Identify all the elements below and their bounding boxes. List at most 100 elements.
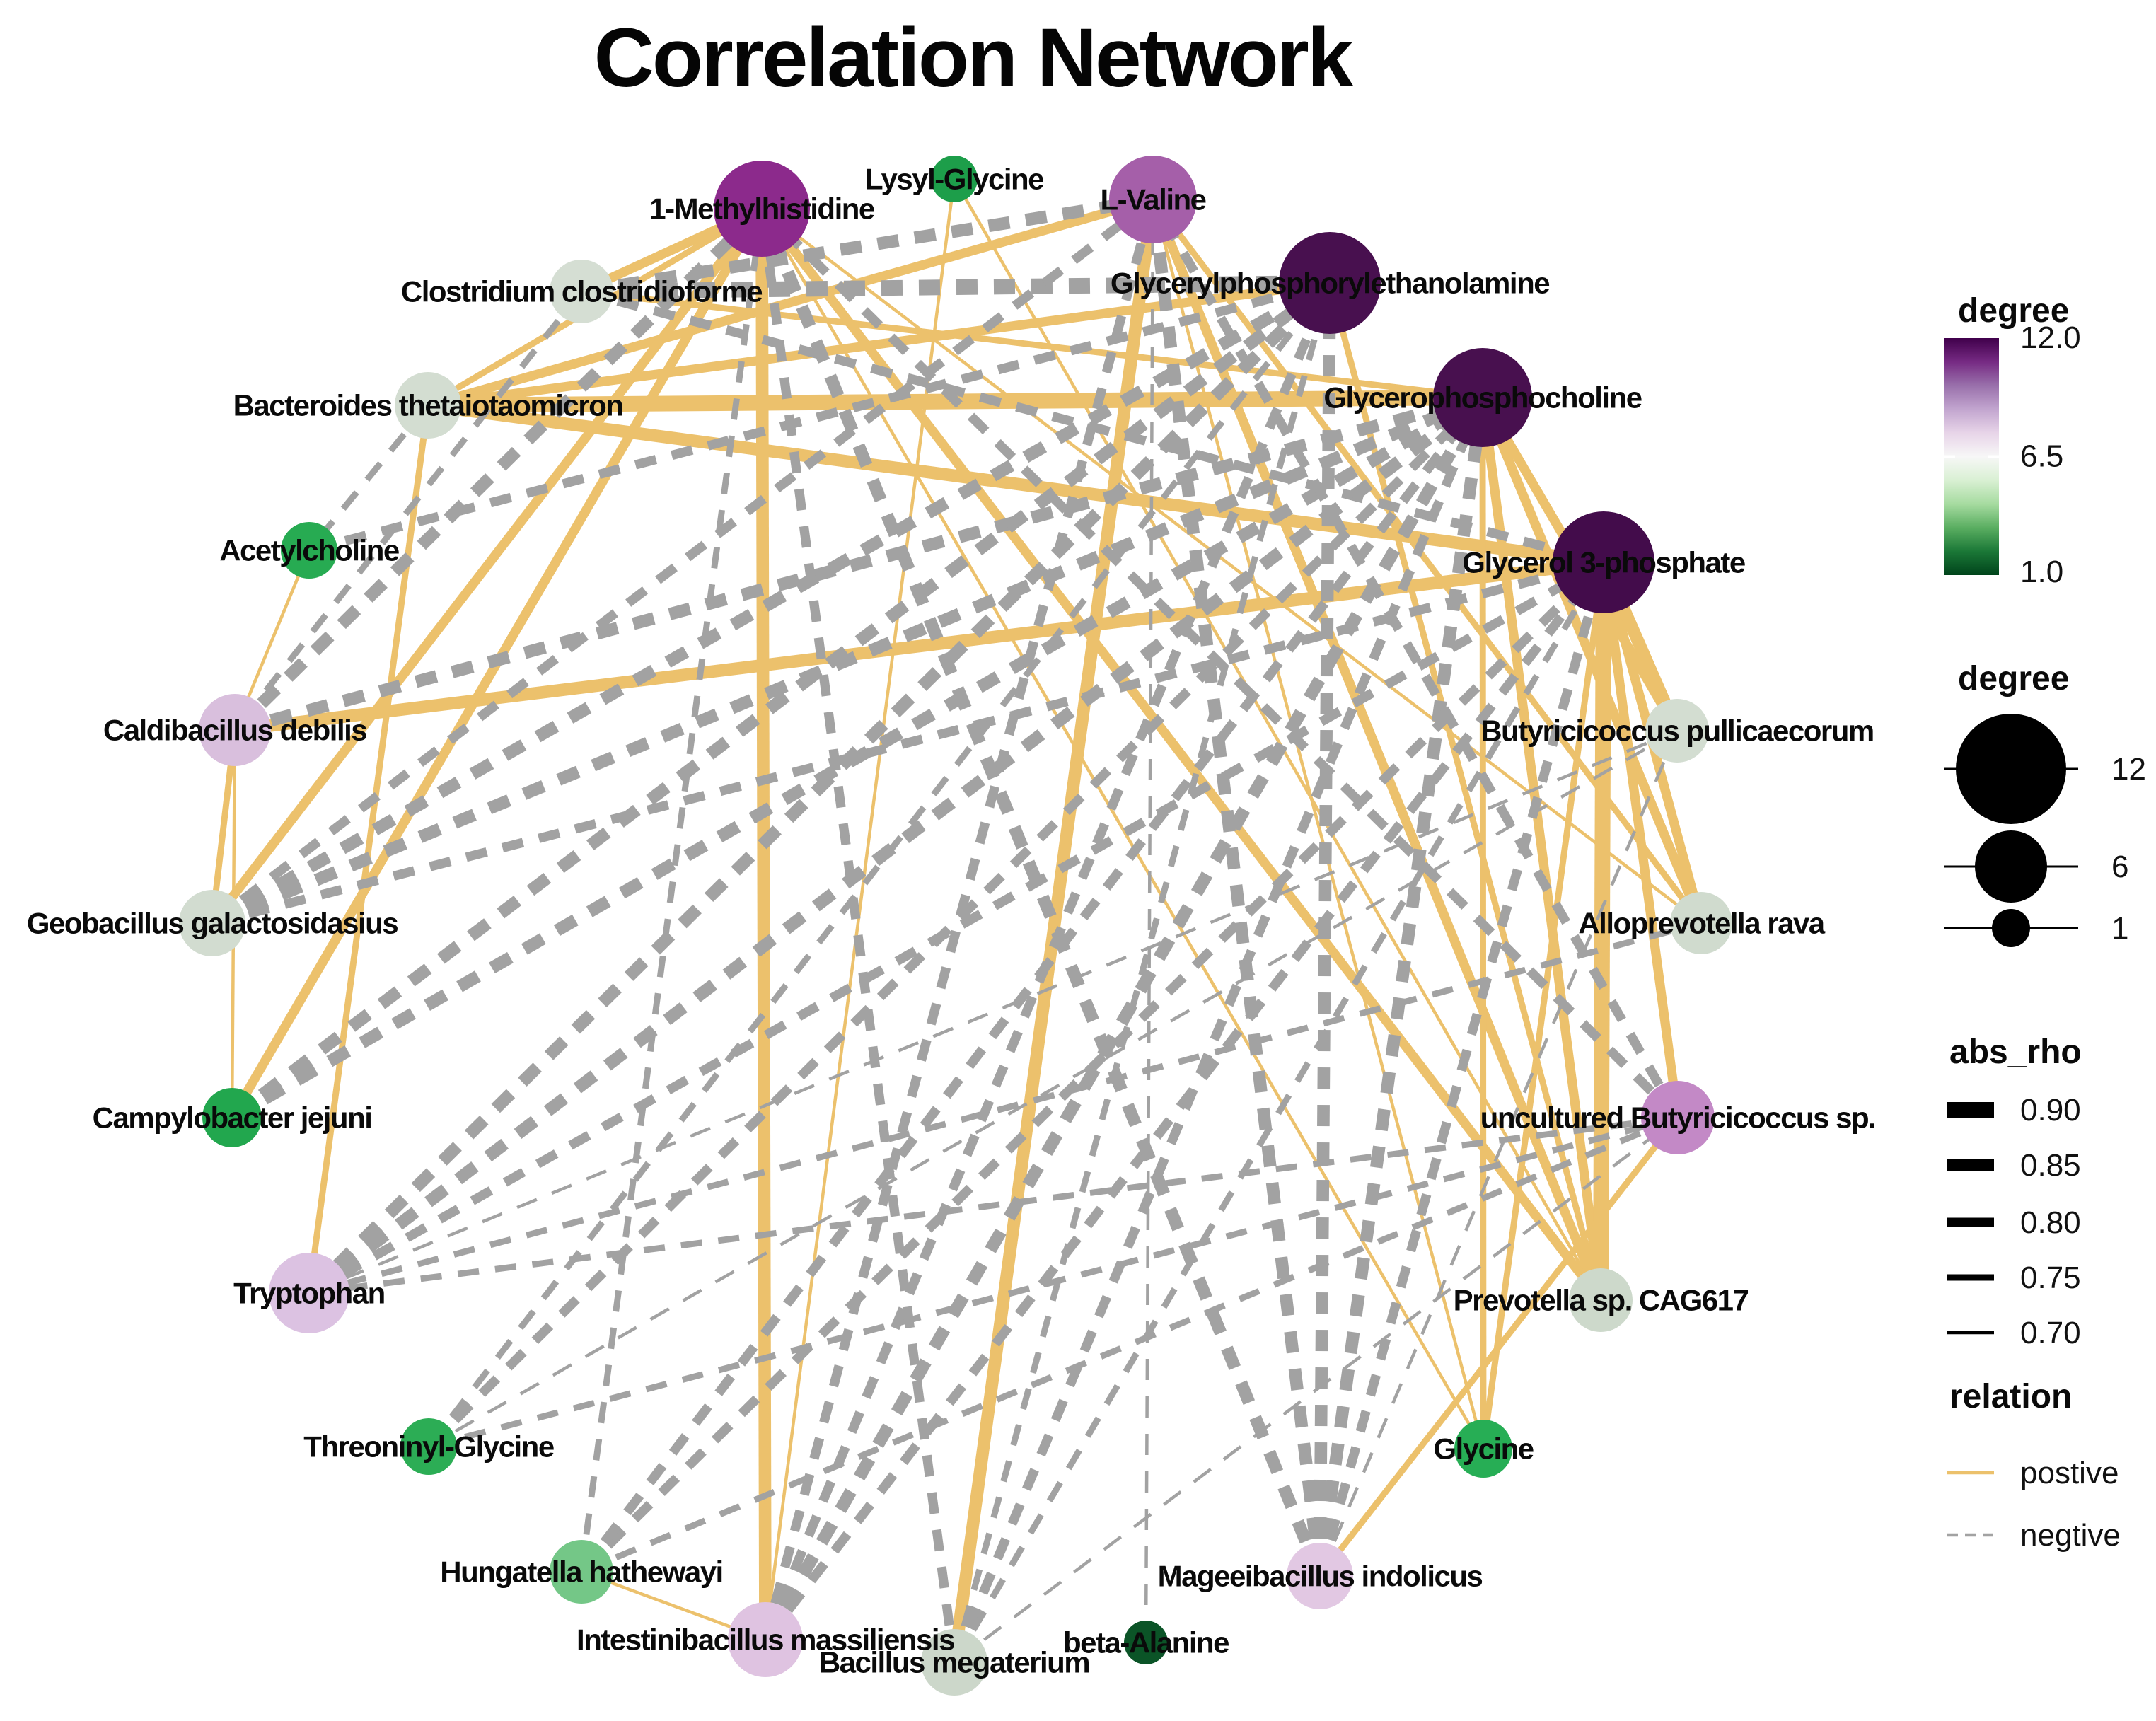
edge-n15-n3-negative: [760, 198, 1158, 1641]
node-label-n21: Caldibacillus debilis: [103, 714, 366, 747]
edge-n9-n1-negative: [758, 205, 1681, 1121]
negative-edges-layer: [209, 193, 1703, 1664]
edge-n20-n5-negative: [209, 391, 1485, 929]
edge-n12-n3-negative: [1147, 198, 1326, 1577]
edge-n24-n4-negative: [581, 275, 1331, 299]
abs-rho-label-0.70: 0.70: [2020, 1316, 2081, 1350]
edge-n21-n1-negative: [230, 204, 767, 735]
node-label-n5: Glycerophosphocholine: [1323, 381, 1641, 415]
edge-n12-n7-negative: [1318, 730, 1679, 1577]
edge-n1-n15-positive: [755, 208, 772, 1640]
edge-n22-n4-negative: [308, 278, 1331, 555]
node-label-n13: beta-Alanine: [1063, 1626, 1229, 1659]
edge-n20-n1-positive: [208, 205, 766, 927]
node-label-n9: uncultured Butyricicoccus sp.: [1480, 1101, 1876, 1135]
edge-n20-n6-negative: [211, 557, 1605, 928]
edge-n15-n5-negative: [760, 394, 1488, 1643]
edge-n2-n10-positive: [953, 178, 1602, 1302]
edge-n20-n4-negative: [209, 277, 1333, 929]
edge-n7-n17-negative: [427, 729, 1679, 1448]
degree-colorbar-tick-1: 6.5: [2020, 439, 2063, 474]
node-n8: [1670, 892, 1732, 954]
node-label-n19: Campylobacter jejuni: [93, 1101, 372, 1135]
edge-n12-n6-negative: [1315, 561, 1609, 1577]
edge-n8-n3-positive: [1150, 197, 1704, 925]
edge-n16-n1-negative: [578, 208, 765, 1572]
abs-rho-key-0.90: [1947, 1102, 1994, 1118]
node-label-n2: Lysyl-Glycine: [865, 163, 1043, 196]
edge-n20-n3-negative: [209, 195, 1157, 927]
edge-n17-n5-negative: [425, 394, 1486, 1450]
edge-n11-n1-positive: [760, 207, 1485, 1450]
edge-n14-n1-negative: [757, 208, 959, 1663]
node-n24: [550, 260, 613, 323]
node-label-n11: Glycine: [1433, 1432, 1533, 1466]
legend-relation-title: relation: [1949, 1378, 2072, 1415]
abs-rho-key-0.70: [1947, 1331, 1994, 1335]
edge-n18-n7-negative: [308, 729, 1678, 1295]
legend-degree-color-title: degree: [1958, 292, 2069, 330]
edge-n19-n4-negative: [228, 277, 1334, 1123]
node-n15: [728, 1602, 803, 1677]
edge-n11-n6-positive: [1480, 562, 1607, 1449]
edge-n16-n6-negative: [578, 559, 1607, 1575]
node-n19: [202, 1088, 262, 1147]
edge-n8-n1-positive: [760, 207, 1703, 925]
abs-rho-label-0.85: 0.85: [2020, 1148, 2081, 1183]
node-label-n18: Tryptophan: [233, 1277, 385, 1310]
node-label-n14: Bacillus megaterium: [819, 1646, 1089, 1679]
edge-n24-n21-negative: [232, 289, 584, 732]
relation-label-negtive: negtive: [2020, 1518, 2121, 1553]
edge-n21-n5-negative: [233, 391, 1485, 736]
node-n21: [199, 694, 271, 766]
node-label-n3: L-Valine: [1100, 183, 1205, 216]
node-label-n6: Glycerol 3-phosphate: [1462, 546, 1745, 579]
abs-rho-label-0.75: 0.75: [2020, 1261, 2081, 1295]
legend-degree-size: 12 6 1: [1944, 714, 2146, 947]
node-n1: [714, 161, 810, 257]
node-label-n20: Geobacillus galactosidasius: [27, 907, 398, 940]
edge-n18-n6-negative: [306, 558, 1606, 1297]
edge-n18-n4-negative: [304, 278, 1335, 1298]
abs-rho-label-0.80: 0.80: [2020, 1205, 2081, 1240]
edge-n23-n18-positive: [306, 405, 431, 1294]
node-n20: [179, 890, 245, 956]
node-label-n4: Glycerylphosphorylethanolamine: [1111, 267, 1549, 300]
node-n6: [1553, 511, 1654, 613]
legend: degree 12.0 6.5 1.0 degree 12 6 1 abs_rho 0.…: [1944, 292, 2146, 1553]
legend-degree-colorbar: 12.0 6.5 1.0: [1944, 320, 2081, 589]
degree-size-key-6: [1975, 830, 2047, 903]
degree-colorbar-tick-0: 12.0: [2020, 320, 2081, 355]
abs-rho-key-0.80: [1947, 1217, 1994, 1227]
node-n9: [1641, 1081, 1715, 1154]
nodes-layer: [179, 156, 1732, 1696]
edge-n14-n4-negative: [951, 282, 1333, 1664]
edge-n18-n5-negative: [305, 392, 1487, 1299]
node-n4: [1279, 232, 1381, 334]
degree-size-label-1: 1: [2111, 911, 2128, 946]
node-label-n8: Alloprevotella rava: [1578, 907, 1825, 940]
edge-n18-n9-negative: [308, 1114, 1679, 1297]
edge-n23-n22-negative: [306, 403, 431, 552]
node-n12: [1287, 1543, 1353, 1609]
legend-abs-rho-title: abs_rho: [1949, 1033, 2082, 1071]
edge-n24-n5-positive: [581, 288, 1483, 401]
edge-n12-n5-negative: [1314, 396, 1489, 1577]
node-n22: [281, 522, 337, 579]
node-label-n23: Bacteroides thetaiotaomicron: [233, 389, 623, 422]
edge-n14-n6-negative: [951, 560, 1606, 1664]
node-label-n1: 1-Methylhistidine: [649, 192, 874, 226]
legend-relation: postive negtive: [1947, 1456, 2121, 1553]
edge-n9-n6-positive: [1599, 562, 1683, 1118]
edge-n9-n3-negative: [1149, 197, 1682, 1120]
node-n18: [269, 1253, 349, 1333]
node-label-n12: Mageeibacillus indolicus: [1158, 1560, 1483, 1593]
edge-n15-n4-negative: [760, 281, 1335, 1642]
degree-size-key-1: [1992, 909, 2030, 947]
node-n11: [1454, 1420, 1512, 1478]
edge-n12-n1-negative: [755, 206, 1326, 1579]
node-label-n7: Butyricicoccus pullicaecorum: [1480, 714, 1874, 748]
abs-rho-key-0.85: [1947, 1159, 1994, 1171]
